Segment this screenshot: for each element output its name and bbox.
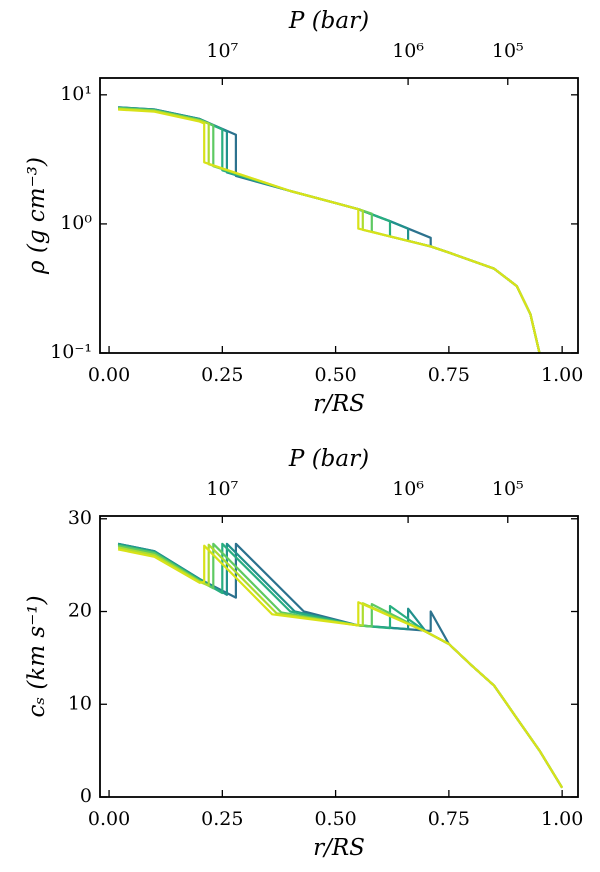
x2-tick-label: 10⁶ <box>392 40 424 62</box>
x2-axis-label: P (bar) <box>288 8 369 34</box>
y-tick-label: 0 <box>80 785 92 807</box>
y-axis-label: ρ (g cm⁻³) <box>24 157 50 275</box>
profile-line <box>118 106 541 354</box>
x-axis-label: r/RS <box>313 391 365 417</box>
profile-line <box>117 542 564 789</box>
profile-line <box>118 107 541 354</box>
profile-line <box>118 106 541 354</box>
profile-line <box>118 108 541 354</box>
x-axis-label: r/RS <box>313 835 365 861</box>
y-tick-label: 20 <box>68 600 92 622</box>
profile-line <box>118 106 541 354</box>
x-tick-label: 0.25 <box>201 364 243 386</box>
x-tick-label: 0.00 <box>88 364 130 386</box>
x2-tick-label: 10⁷ <box>206 40 238 62</box>
profile-line <box>117 542 564 789</box>
y-tick-label: 10¹ <box>60 83 92 105</box>
profile-line <box>118 106 541 354</box>
y-tick-label: 10 <box>68 692 92 714</box>
x2-tick-label: 10⁵ <box>492 478 524 500</box>
x-tick-label: 0.50 <box>314 364 356 386</box>
x-tick-label: 1.00 <box>541 364 583 386</box>
y-tick-label: 30 <box>68 507 92 529</box>
y-tick-label: 10⁻¹ <box>50 341 92 363</box>
y-tick-label: 10⁰ <box>60 212 92 234</box>
profile-line <box>117 544 564 789</box>
x2-tick-label: 10⁶ <box>392 478 424 500</box>
x2-tick-label: 10⁷ <box>206 478 238 500</box>
x-tick-label: 0.75 <box>428 364 470 386</box>
plot-frame <box>99 77 579 354</box>
x2-axis-label: P (bar) <box>288 446 369 472</box>
x2-tick-label: 10⁵ <box>492 40 524 62</box>
profile-line <box>117 543 564 789</box>
x-tick-label: 0.75 <box>428 808 470 830</box>
x-tick-label: 0.00 <box>88 808 130 830</box>
profile-line <box>117 542 564 789</box>
profile-line <box>117 542 564 789</box>
y-axis-label: cₛ (km s⁻¹) <box>24 595 50 717</box>
x-tick-label: 0.50 <box>314 808 356 830</box>
x-tick-label: 1.00 <box>541 808 583 830</box>
x-tick-label: 0.25 <box>201 808 243 830</box>
plot-frame <box>99 515 579 798</box>
